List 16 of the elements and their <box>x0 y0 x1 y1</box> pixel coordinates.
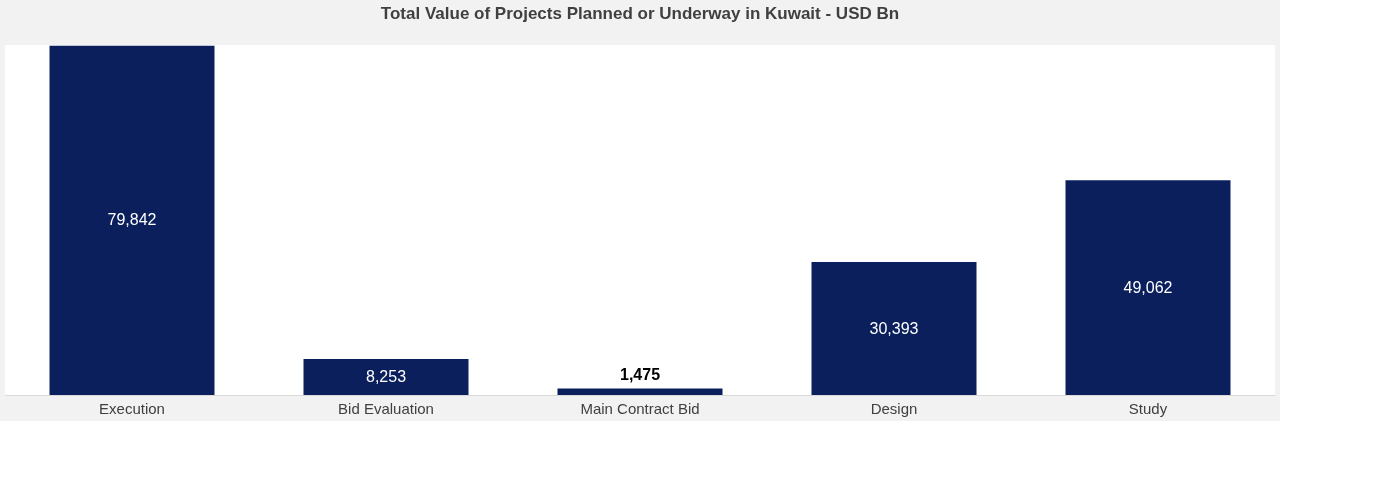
x-tick-label: Execution <box>99 399 165 417</box>
data-label: 49,062 <box>1123 278 1173 296</box>
data-label: 79,842 <box>107 211 157 229</box>
x-tick-label: Design <box>870 399 918 417</box>
chart-title: Total Value of Projects Planned or Underway in Kuwait - USD Bn <box>380 4 900 23</box>
bar <box>49 45 215 395</box>
data-label: 30,393 <box>869 319 919 337</box>
bar <box>811 262 977 395</box>
bar <box>1065 180 1231 395</box>
bar <box>557 388 723 395</box>
x-tick-label: Bid Evaluation <box>338 399 434 417</box>
x-tick-label: Study <box>1128 399 1168 417</box>
data-label: 8,253 <box>365 367 407 385</box>
x-tick-label: Main Contract Bid <box>580 399 700 417</box>
bar <box>303 358 469 395</box>
data-label: 1,475 <box>619 365 661 383</box>
